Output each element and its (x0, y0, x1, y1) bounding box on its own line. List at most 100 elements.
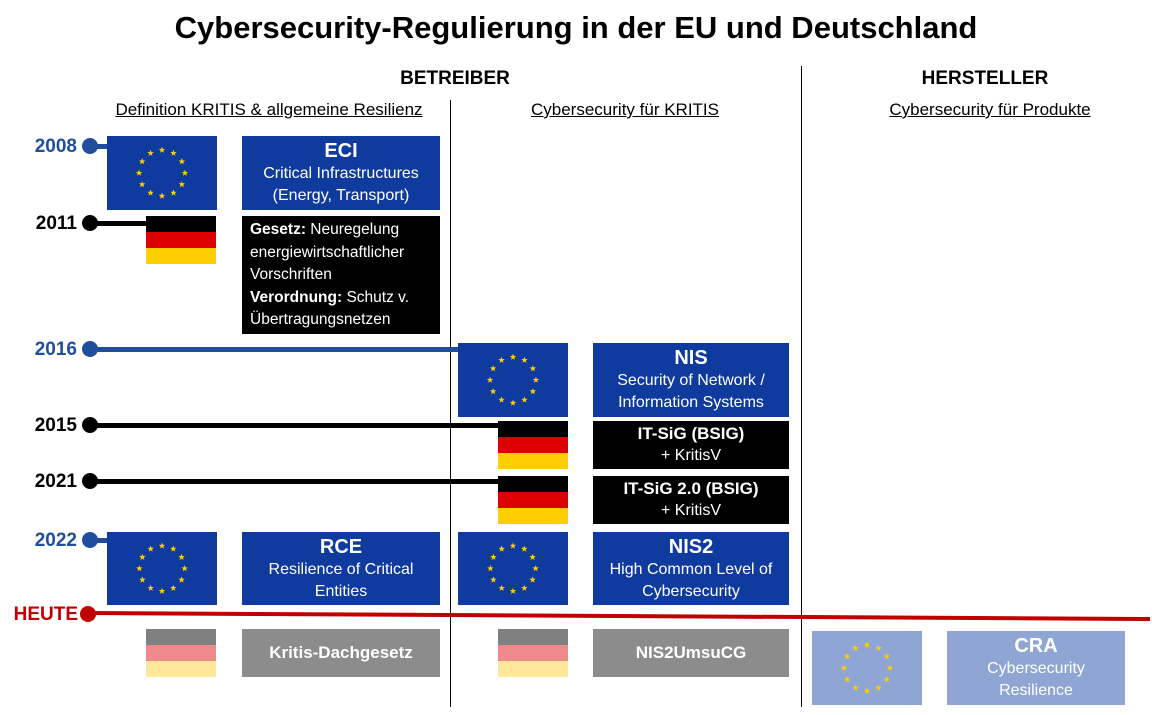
eu-star-icon (521, 356, 528, 363)
law-verordnung-text-2: Übertragungsnetzen (250, 311, 391, 328)
eu-star-icon (147, 584, 154, 591)
box-kritis-dachgesetz: Kritis-Dachgesetz (242, 629, 440, 677)
eu-star-icon (138, 181, 146, 188)
box-nis: NIS Security of Network / Information Sy… (593, 343, 789, 417)
eu-flag-icon (107, 136, 217, 210)
germany-flag-icon (146, 629, 216, 677)
box-cra-line1: Cybersecurity (987, 660, 1085, 677)
box-nis-line2: Information Systems (618, 394, 764, 411)
box-itsig-title: IT-SiG (BSIG) (637, 424, 745, 443)
eu-star-icon (147, 545, 154, 552)
box-nis-line1: Security of Network / (617, 372, 765, 389)
box-nis2umsucg: NIS2UmsuCG (593, 629, 789, 677)
eu-flag-icon (458, 532, 568, 605)
eu-star-icon (863, 641, 871, 648)
box-itsig2: IT-SiG 2.0 (BSIG) + KritisV (593, 476, 789, 524)
timeline-dot-2022 (82, 532, 98, 548)
timeline-2008 (90, 144, 110, 149)
timeline-dot-2015 (82, 417, 98, 433)
timeline-dot-heute (80, 606, 96, 622)
box-nis2-line1: High Common Level of (609, 560, 773, 578)
box-itsig2-line1: + KritisV (660, 502, 721, 519)
timeline-2021 (90, 479, 500, 484)
law-gesetz-text-1: Neuregelung (306, 221, 400, 238)
eu-star-icon (498, 356, 505, 363)
eu-star-icon (863, 687, 871, 694)
timeline-2011 (90, 221, 150, 226)
timeline-2016 (90, 347, 460, 352)
eu-star-icon (840, 664, 848, 671)
box-nis2umsucg-title: NIS2UmsuCG (635, 643, 747, 662)
eu-star-icon (178, 181, 186, 188)
eu-star-icon (139, 576, 146, 583)
eu-star-icon (509, 542, 517, 549)
eu-star-icon (529, 365, 537, 372)
eu-star-icon (170, 189, 177, 196)
germany-flag-icon (146, 216, 216, 264)
box-cra: CRA Cybersecurity Resilience (947, 631, 1125, 705)
box-law-2011: Gesetz: Neuregelung energiewirtschaftlic… (242, 216, 440, 334)
year-2011: 2011 (35, 213, 77, 234)
eu-star-icon (147, 149, 154, 156)
box-itsig-line1: + KritisV (660, 447, 721, 464)
eu-star-icon (490, 576, 497, 583)
eu-flag-icon (812, 631, 922, 705)
eu-star-icon (529, 576, 536, 583)
column-divider-1 (450, 100, 451, 707)
eu-star-icon (170, 545, 177, 552)
box-rce-line1: Resilience of Critical (268, 560, 414, 578)
subheader-kritis-resilienz: Definition KRITIS & allgemeine Resilienz (115, 100, 423, 119)
box-rce: RCE Resilience of Critical Entities (242, 532, 440, 605)
eu-star-icon (883, 653, 891, 660)
box-eci-title: ECI (324, 140, 358, 162)
law-gesetz-text-2: energiewirtschaftlicher (250, 243, 405, 261)
eu-star-icon (489, 388, 497, 395)
eu-star-icon (843, 653, 851, 660)
box-eci: ECI Critical Infrastructures (Energy, Tr… (242, 136, 440, 210)
law-gesetz-text-3: Vorschriften (250, 266, 332, 283)
eu-star-icon (498, 584, 505, 591)
column-divider-2 (801, 66, 802, 707)
timeline-dot-2016 (82, 341, 98, 357)
box-nis2-title: NIS2 (668, 535, 714, 558)
timeline-dot-2008 (82, 138, 98, 154)
year-2015: 2015 (34, 415, 77, 436)
timeline-dot-2011 (82, 215, 98, 231)
eu-star-icon (498, 396, 505, 403)
eu-flag-icon (107, 532, 217, 605)
germany-flag-icon (498, 476, 568, 524)
eu-star-icon (178, 576, 185, 583)
box-nis2: NIS2 High Common Level of Cybersecurity (593, 532, 789, 605)
box-nis2-line2: Cybersecurity (642, 582, 740, 600)
eu-star-icon (178, 553, 185, 560)
box-rce-line2: Entities (314, 582, 368, 600)
box-itsig2-title: IT-SiG 2.0 (BSIG) (623, 479, 759, 498)
eu-star-icon (135, 169, 143, 176)
eu-star-icon (532, 376, 540, 383)
eu-star-icon (490, 553, 497, 560)
eu-star-icon (498, 545, 505, 552)
header-hersteller: HERSTELLER (921, 68, 1049, 89)
law-gesetz-label: Gesetz: (250, 221, 306, 238)
header-betreiber: BETREIBER (400, 68, 510, 89)
eu-star-icon (852, 684, 859, 691)
eu-star-icon (843, 676, 851, 683)
eu-star-icon (852, 644, 859, 651)
law-verordnung-label: Verordnung: (250, 288, 343, 306)
eu-star-icon (875, 644, 882, 651)
eu-star-icon (521, 396, 528, 403)
eu-star-icon (521, 584, 528, 591)
box-eci-line2: (Energy, Transport) (272, 187, 410, 204)
eu-star-icon (158, 192, 166, 199)
box-cra-title: CRA (1014, 635, 1058, 657)
eu-star-icon (181, 169, 189, 176)
box-kritis-dachgesetz-title: Kritis-Dachgesetz (269, 643, 413, 662)
page-title: Cybersecurity-Regulierung in der EU und … (174, 10, 978, 45)
eu-star-icon (487, 565, 494, 572)
timeline-2022 (90, 538, 110, 543)
eu-star-icon (158, 146, 166, 153)
eu-star-icon (509, 399, 517, 406)
eu-star-icon (509, 353, 517, 360)
timeline-2015 (90, 423, 500, 428)
year-2008: 2008 (34, 136, 77, 157)
